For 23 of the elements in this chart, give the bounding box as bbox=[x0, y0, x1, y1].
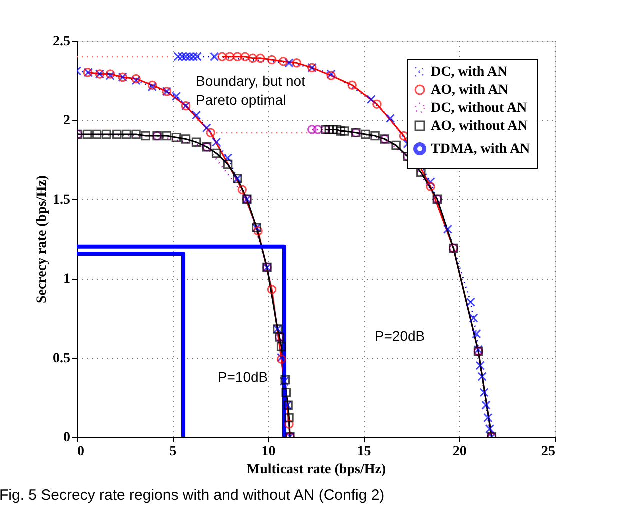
y-axis-title: Secrecy rate (bps/Hz) bbox=[35, 175, 50, 304]
text: Fig. 5 Secrecy rate regions with and without AN (Config 2) bbox=[0, 487, 385, 504]
annotation: P=20dB bbox=[374, 328, 426, 344]
legend-label: TDMA, with AN bbox=[431, 142, 530, 157]
x-tick-label: 10 bbox=[262, 444, 276, 460]
y-tick-label: 2.5 bbox=[53, 34, 70, 50]
x-tick-label: 25 bbox=[542, 444, 556, 460]
y-tick-label: 0 bbox=[64, 430, 70, 446]
x-tick-label: 5 bbox=[170, 444, 177, 460]
legend-label: DC, without AN bbox=[431, 101, 528, 116]
y-tick-label: 0.5 bbox=[53, 351, 70, 366]
annotation: Boundary, but not Pareto optimal bbox=[196, 73, 306, 108]
legend-label: AO, with AN bbox=[431, 83, 508, 98]
y-tick-label: 2 bbox=[64, 114, 70, 129]
legend-label: DC, with AN bbox=[431, 65, 508, 80]
x-tick-label: 15 bbox=[357, 444, 372, 460]
legend-label: AO, without AN bbox=[431, 119, 528, 134]
x-tick-label: 20 bbox=[452, 444, 467, 460]
y-tick-label: 1 bbox=[64, 272, 70, 288]
x-axis-title: Multicast rate (bps/Hz) bbox=[246, 462, 386, 478]
annotation: P=10dB bbox=[218, 369, 268, 385]
x-tick-label: 0 bbox=[78, 444, 84, 460]
y-tick-label: 1.5 bbox=[53, 192, 70, 208]
